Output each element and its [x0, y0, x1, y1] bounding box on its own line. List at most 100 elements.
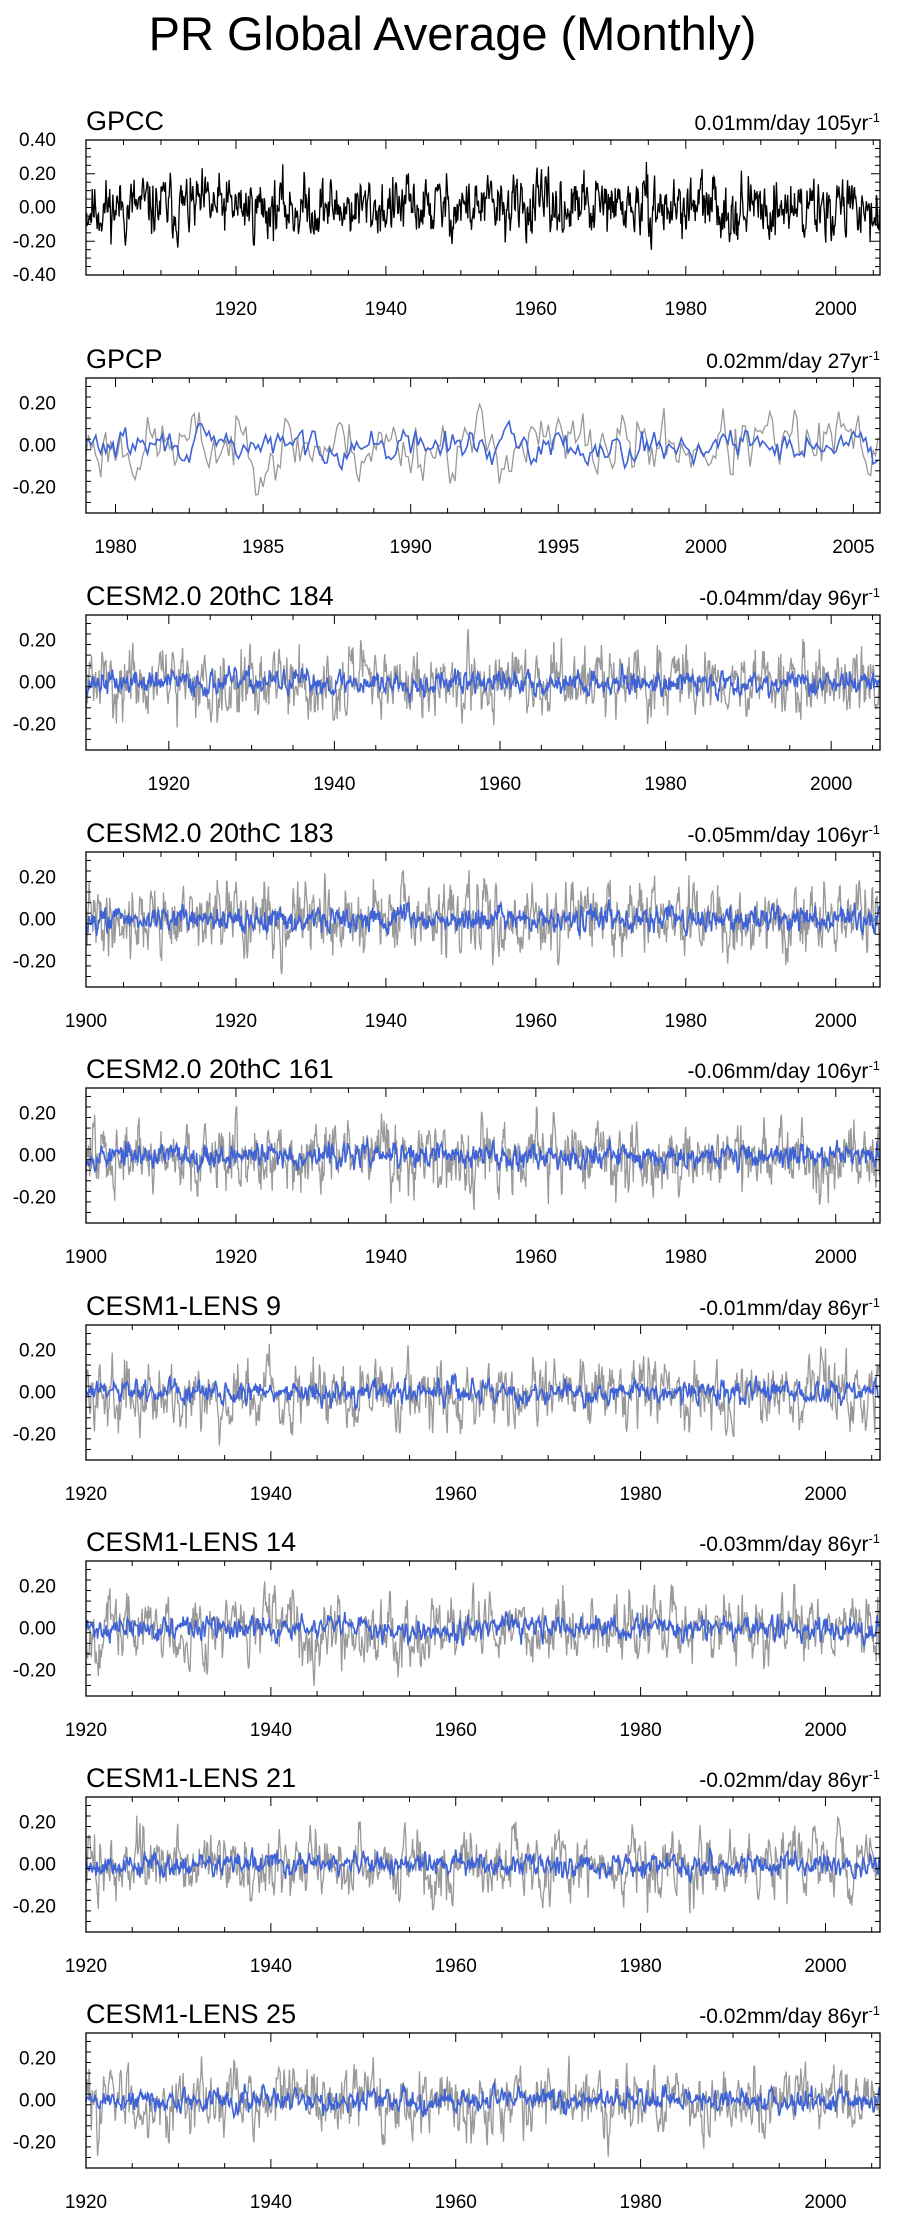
- x-tick-label: 1940: [250, 1956, 292, 1977]
- x-tick-label: 1960: [515, 1247, 557, 1268]
- y-tick-label: -0.20: [13, 952, 56, 973]
- panel-title: GPCP: [86, 344, 163, 374]
- x-tick-label: 2000: [815, 1247, 857, 1268]
- x-tick-label: 2000: [804, 2192, 846, 2213]
- panel-trend: 0.01mm/day 105yr-1: [695, 110, 880, 135]
- x-tick-label: 1990: [390, 537, 432, 558]
- panel-trend-exponent: -1: [868, 1531, 880, 1546]
- x-tick-label: 1960: [435, 1720, 477, 1741]
- panel-trend-value: -0.03mm/day 86yr: [699, 1533, 868, 1556]
- panel-trend: -0.06mm/day 106yr-1: [688, 1058, 880, 1083]
- y-tick-label: 0.40: [19, 130, 56, 151]
- panel-trend-exponent: -1: [868, 1767, 880, 1782]
- panel-trend-exponent: -1: [868, 1058, 880, 1073]
- panel-4: CESM2.0 20thC 183 -0.05mm/day 106yr-1 1900…: [13, 818, 881, 1032]
- panel-trend-value: -0.02mm/day 86yr: [699, 2005, 868, 2028]
- panel-trend: -0.02mm/day 86yr-1: [699, 1767, 880, 1792]
- x-tick-label: 1960: [435, 1956, 477, 1977]
- plot-frame: [85, 851, 881, 988]
- y-tick-label: -0.20: [13, 2133, 56, 2154]
- y-tick-label: 0.20: [19, 1340, 56, 1361]
- x-tick-label: 1960: [515, 1011, 557, 1032]
- x-tick-label: 2000: [815, 299, 857, 320]
- y-tick-label: -0.20: [13, 715, 56, 736]
- x-tick-label: 1920: [65, 2192, 107, 2213]
- y-tick-label: -0.20: [13, 231, 56, 252]
- x-tick-label: 1960: [435, 2192, 477, 2213]
- x-tick-label: 1900: [65, 1011, 107, 1032]
- y-tick-label: -0.20: [13, 1188, 56, 1209]
- panel-trend: -0.04mm/day 96yr-1: [699, 585, 880, 610]
- series-line-cesm1-lens-14: [86, 1611, 880, 1647]
- y-tick-label: 0.20: [19, 393, 56, 414]
- panel-9: CESM1-LENS 25 -0.02mm/day 86yr-1 1920 1940 1…: [13, 1999, 881, 2213]
- y-tick-label: 0.00: [19, 1855, 56, 1876]
- panel-trend-value: -0.05mm/day 106yr: [688, 824, 869, 847]
- panel-trend-value: -0.01mm/day 86yr: [699, 1297, 868, 1320]
- series-line-cesm1-lens-9: [86, 1372, 880, 1411]
- y-tick-label: 0.20: [19, 1812, 56, 1833]
- panel-8: CESM1-LENS 21 -0.02mm/day 86yr-1 1920 1940 1…: [13, 1763, 881, 1977]
- series-line-gpcc: [86, 1105, 880, 1211]
- panel-trend-exponent: -1: [868, 348, 880, 363]
- series-line-gpcc: [86, 161, 880, 250]
- y-tick-label: 0.00: [19, 1383, 56, 1404]
- plot-frame: [85, 1324, 881, 1461]
- series-line-cesm2-0-20thc-184: [86, 663, 880, 703]
- panel-6: CESM1-LENS 9 -0.01mm/day 86yr-1 1920 1940 19…: [13, 1291, 881, 1505]
- panel-trend: 0.02mm/day 27yr-1: [706, 348, 880, 373]
- y-tick-label: 0.20: [19, 1576, 56, 1597]
- y-tick-label: 0.00: [19, 198, 56, 219]
- x-tick-label: 1980: [619, 1484, 661, 1505]
- panel-7: CESM1-LENS 14 -0.03mm/day 86yr-1 1920 1940 1…: [13, 1527, 881, 1741]
- x-tick-label: 1940: [365, 1011, 407, 1032]
- x-tick-label: 1920: [65, 1484, 107, 1505]
- panel-trend-value: -0.04mm/day 96yr: [699, 587, 868, 610]
- x-tick-label: 1920: [148, 774, 190, 795]
- series-line-gpcc: [86, 628, 880, 728]
- panel-trend-exponent: -1: [868, 1295, 880, 1310]
- series-line-cesm1-lens-25: [86, 2080, 880, 2120]
- panel-title: CESM2.0 20thC 183: [86, 818, 334, 848]
- x-tick-label: 1980: [619, 1720, 661, 1741]
- panel-trend-value: 0.02mm/day 27yr: [706, 350, 868, 373]
- y-tick-label: -0.20: [13, 1897, 56, 1918]
- y-tick-label: -0.40: [13, 265, 56, 286]
- series-line-gpcc: [86, 402, 879, 496]
- x-tick-label: 2000: [810, 774, 852, 795]
- plot-frame: [85, 1560, 881, 1697]
- x-tick-label: 2005: [832, 537, 874, 558]
- y-tick-label: 0.20: [19, 164, 56, 185]
- panel-trend: -0.02mm/day 86yr-1: [699, 2003, 880, 2028]
- x-tick-label: 2000: [815, 1011, 857, 1032]
- x-tick-label: 1900: [65, 1247, 107, 1268]
- x-tick-label: 1920: [215, 1247, 257, 1268]
- series-line-cesm1-lens-21: [86, 1847, 880, 1884]
- y-tick-label: 0.00: [19, 2091, 56, 2112]
- x-tick-label: 1960: [479, 774, 521, 795]
- y-tick-label: 0.00: [19, 1619, 56, 1640]
- x-tick-label: 1940: [250, 1720, 292, 1741]
- x-tick-label: 2000: [685, 537, 727, 558]
- y-tick-label: 0.20: [19, 1103, 56, 1124]
- x-tick-label: 1960: [515, 299, 557, 320]
- series-line-cesm2-0-20thc-183: [86, 899, 880, 937]
- x-tick-label: 1920: [65, 1956, 107, 1977]
- y-tick-label: 0.20: [19, 2048, 56, 2069]
- x-tick-label: 1940: [365, 1247, 407, 1268]
- x-tick-label: 1960: [435, 1484, 477, 1505]
- y-tick-label: 0.00: [19, 673, 56, 694]
- y-tick-label: 0.00: [19, 1146, 56, 1167]
- y-tick-label: 0.20: [19, 630, 56, 651]
- panel-trend-exponent: -1: [868, 110, 880, 125]
- series-line-cesm2-0-20thc-161: [86, 1137, 880, 1175]
- x-tick-label: 2000: [804, 1484, 846, 1505]
- panel-title: GPCC: [86, 106, 164, 136]
- x-tick-label: 2000: [804, 1720, 846, 1741]
- series-line-gpcc: [86, 1343, 880, 1446]
- panel-trend: -0.01mm/day 86yr-1: [699, 1295, 880, 1320]
- x-tick-label: 1940: [250, 2192, 292, 2213]
- x-tick-label: 1995: [537, 537, 579, 558]
- x-tick-label: 1920: [215, 299, 257, 320]
